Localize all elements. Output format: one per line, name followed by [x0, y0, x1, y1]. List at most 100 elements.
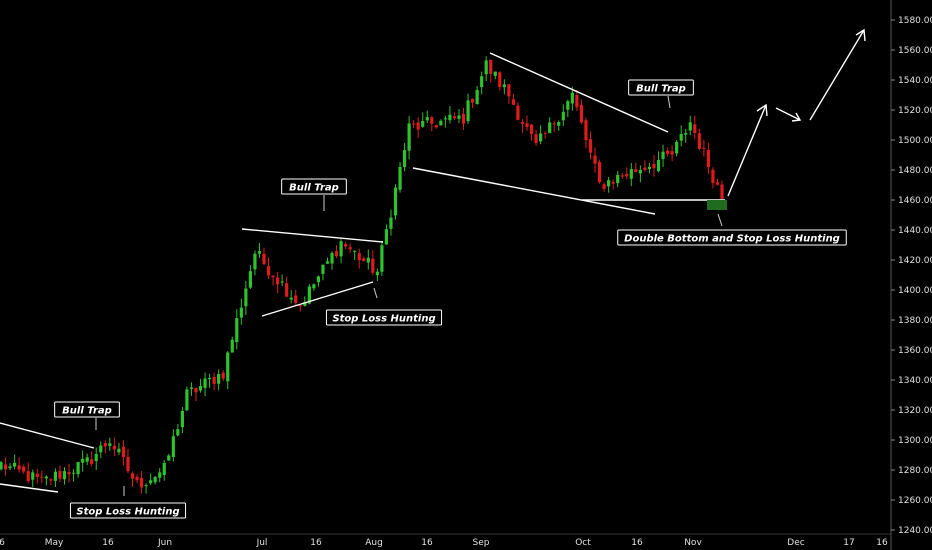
annotation: Double Bottom and Stop Loss Hunting [617, 229, 847, 246]
candle-body [262, 253, 266, 265]
candle-body [271, 275, 275, 278]
candle-body [67, 472, 71, 475]
candle [81, 450, 85, 472]
candle-body [402, 150, 407, 168]
candle [593, 147, 597, 173]
candle-body [643, 167, 647, 171]
candle [276, 271, 280, 294]
y-tick-label: 1560.00 [898, 46, 932, 56]
trend-line [0, 422, 95, 449]
candle [702, 139, 706, 157]
candle-body [652, 163, 656, 169]
candle-body [58, 470, 62, 479]
candle-body [230, 339, 234, 353]
candle [3, 457, 8, 476]
candle-body [112, 445, 116, 450]
candle [158, 468, 162, 483]
candle [380, 241, 384, 277]
candle-body [452, 116, 457, 119]
y-tick-label: 1460.00 [898, 196, 932, 206]
candle [616, 171, 620, 188]
candle-body [257, 251, 262, 254]
candle [244, 281, 248, 316]
candle-body [638, 169, 642, 174]
x-tick-label: 16 [631, 538, 643, 548]
candle [99, 441, 103, 459]
candle-body [307, 286, 311, 304]
candle [40, 470, 44, 484]
candle [375, 268, 379, 282]
candle [371, 249, 375, 276]
candle-body [40, 476, 44, 478]
candle-body [226, 352, 230, 382]
candle [217, 369, 221, 391]
candle-body [303, 302, 307, 306]
candle-body [534, 134, 538, 144]
x-tick-label: 16 [310, 538, 322, 548]
candle [620, 172, 624, 179]
candle-body [579, 104, 584, 123]
x-tick-label: 17 [843, 538, 854, 548]
candle [26, 462, 30, 484]
x-tick-label: Nov [684, 538, 702, 548]
candle-body [357, 253, 361, 261]
candle [588, 131, 593, 160]
candle [212, 372, 216, 391]
candle-body [362, 258, 366, 261]
candle-body [543, 132, 547, 134]
candle [221, 370, 225, 381]
candle-body [384, 229, 389, 245]
candle-body [702, 147, 706, 149]
candle-body [13, 462, 17, 467]
candle [334, 245, 339, 259]
trend-line [412, 167, 656, 215]
candle-body [380, 245, 384, 272]
candle [607, 177, 611, 193]
candle-body [516, 105, 520, 120]
candle-body [121, 446, 126, 457]
candle [171, 429, 175, 462]
annotation-label: Bull Trap [62, 406, 112, 417]
candle [543, 131, 547, 139]
annotation-box [69, 502, 187, 519]
candle [584, 117, 588, 149]
candle [475, 85, 479, 105]
candle [139, 471, 144, 494]
projection-arrows [727, 28, 866, 197]
candle [121, 440, 126, 466]
candle-body [470, 99, 475, 103]
trend-lines [0, 52, 725, 493]
candle-body [416, 122, 420, 130]
y-tick-label: 1380.00 [898, 316, 932, 326]
candle [53, 468, 58, 488]
candle-body [0, 462, 3, 470]
candle-body [616, 174, 620, 184]
candle-body [158, 472, 162, 478]
candle [226, 351, 230, 390]
candle-body [665, 150, 670, 154]
candle-body [185, 389, 189, 411]
candle [135, 474, 139, 484]
candle-body [412, 123, 416, 125]
candle [711, 167, 715, 189]
candle [344, 241, 348, 250]
candle-body [661, 151, 665, 160]
candle-body [103, 443, 107, 447]
y-tick-label: 1440.00 [898, 226, 932, 236]
candle [520, 119, 525, 133]
annotation-box [325, 309, 443, 326]
candle [271, 275, 275, 286]
candle [194, 387, 198, 402]
candle-body [575, 94, 579, 108]
candle-body [312, 284, 316, 289]
candle [688, 115, 692, 136]
candle-body [706, 149, 710, 168]
candle [71, 469, 76, 482]
y-tick-label: 1420.00 [898, 256, 932, 266]
candle [720, 180, 724, 202]
candle-body [339, 241, 343, 257]
annotation-label: Stop Loss Hunting [76, 507, 179, 518]
y-tick-label: 1300.00 [898, 436, 932, 446]
candle [117, 442, 121, 455]
candle-body [634, 169, 638, 173]
